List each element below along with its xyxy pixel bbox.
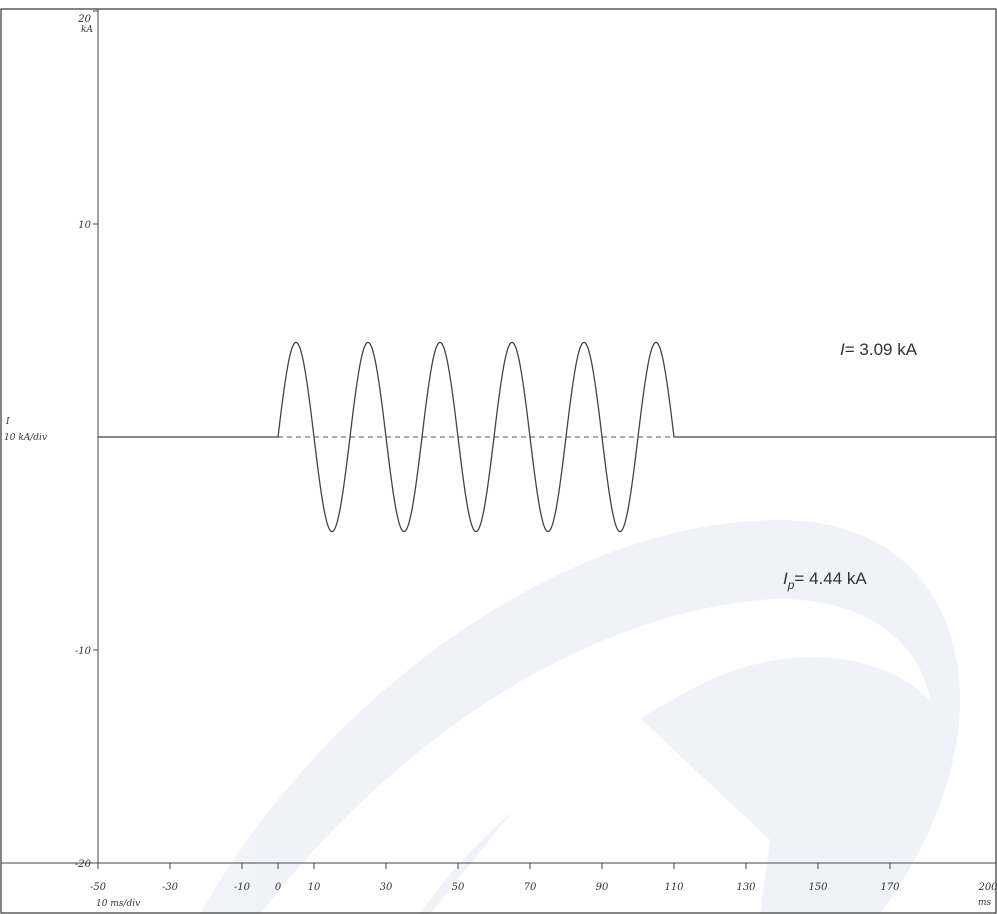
x-tick-label: 110 bbox=[664, 882, 684, 893]
y-tick-label: 20 bbox=[77, 14, 91, 25]
x-tick-label: -30 bbox=[162, 882, 179, 893]
y-axis-symbol: I bbox=[5, 417, 10, 427]
x-tick-label: 150 bbox=[808, 882, 828, 893]
x-tick-label: -10 bbox=[234, 882, 251, 893]
rms-current-value: = 3.09 kA bbox=[845, 340, 918, 359]
x-tick-label: 50 bbox=[452, 882, 465, 893]
x-tick-label: 0 bbox=[275, 882, 282, 893]
y-tick-label: -20 bbox=[75, 859, 92, 870]
x-tick-label: 70 bbox=[524, 882, 537, 893]
peak-current-value: = 4.44 kA bbox=[794, 569, 867, 588]
plot-frame bbox=[0, 8, 997, 914]
x-tick-label: 130 bbox=[736, 882, 756, 893]
x-tick-label: 200 bbox=[977, 882, 997, 893]
x-tick-label: -50 bbox=[90, 882, 107, 893]
current-trace-line bbox=[98, 341, 996, 533]
rms-current-symbol: I bbox=[840, 340, 845, 359]
watermark-band bbox=[260, 599, 930, 914]
x-scale-label: 10 ms/div bbox=[96, 899, 140, 909]
x-unit-label: ms bbox=[978, 898, 992, 908]
watermark-triangle bbox=[430, 690, 770, 914]
x-tick-label: 30 bbox=[380, 882, 393, 893]
x-axis-ticks: -50 -30 -10 0 10 30 50 70 90 110 130 150 170 200 bbox=[90, 863, 997, 893]
y-tick-label: 10 bbox=[78, 220, 91, 231]
y-tick-label: -10 bbox=[75, 646, 92, 657]
peak-current-symbol: I bbox=[783, 569, 788, 588]
y-axis-ticks: 20 10 -10 -20 bbox=[75, 10, 98, 870]
peak-current-subscript: p bbox=[787, 578, 795, 592]
x-tick-label: 10 bbox=[308, 882, 321, 893]
x-tick-label: 90 bbox=[596, 882, 609, 893]
watermark-logo bbox=[200, 520, 960, 914]
peak-current-annotation: Ip= 4.44 kA bbox=[783, 569, 867, 592]
y-unit-label: kA bbox=[81, 25, 93, 35]
rms-current-annotation: I= 3.09 kA bbox=[840, 340, 918, 359]
y-scale-label: 10 kA/div bbox=[4, 433, 47, 443]
x-tick-label: 170 bbox=[880, 882, 900, 893]
